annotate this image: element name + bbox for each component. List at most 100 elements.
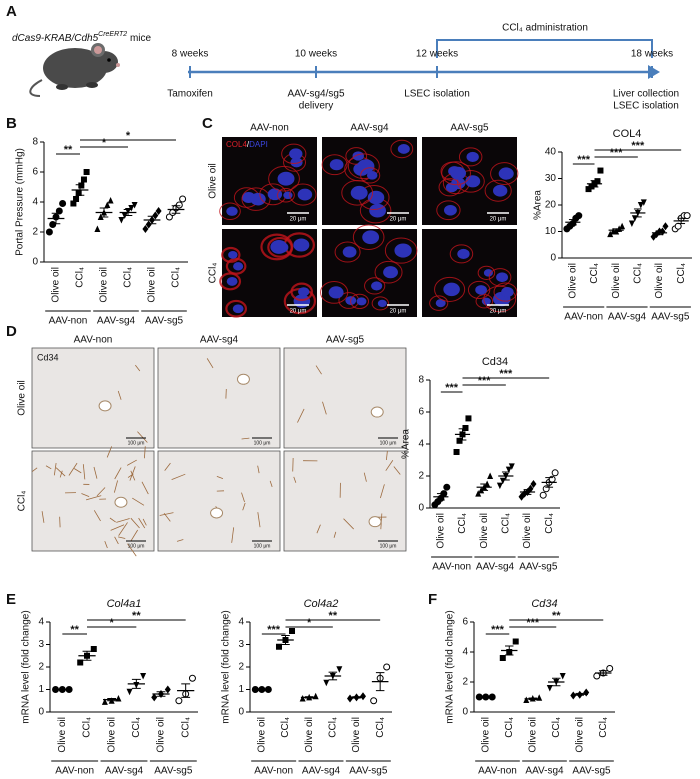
data-point: [188, 674, 196, 682]
cell-outline: [484, 179, 512, 202]
x-tick-label: Olive oil: [479, 513, 490, 549]
cell-outline: [436, 200, 461, 221]
group-label: AAV-sg4: [105, 766, 144, 777]
data-point: [49, 221, 57, 228]
stain-streak: [85, 495, 102, 501]
y-axis-label: %Area: [533, 190, 544, 220]
micrograph: 20 μm: [219, 137, 317, 225]
scale-label: 100 μm: [380, 543, 397, 549]
vessel: [210, 507, 224, 519]
nucleus: [483, 269, 493, 277]
panel-letter: C: [202, 115, 213, 132]
micrograph: 20 μm: [219, 229, 317, 318]
stain-streak: [231, 527, 235, 543]
x-tick-label: CCl₄: [551, 717, 562, 738]
cell-outline: [347, 153, 380, 180]
significance-label: ***: [478, 375, 492, 387]
nucleus: [366, 171, 378, 180]
cell-outline: [371, 296, 389, 311]
error-bar: [599, 670, 608, 676]
stain-streak: [110, 524, 125, 531]
ihc-image: 100 μm: [283, 347, 407, 449]
cell-outline: [221, 246, 241, 263]
stain-streak: [135, 364, 141, 372]
nucleus: [298, 287, 310, 297]
title-part: CreERT2: [98, 31, 127, 38]
stain-streak: [293, 476, 297, 483]
data-point: [462, 425, 469, 431]
cell-outline: [374, 260, 403, 284]
data-point: [101, 698, 108, 705]
stain-streak: [257, 512, 261, 528]
data-point: [606, 665, 614, 672]
x-tick-label: Olive oil: [527, 717, 538, 753]
y-tick-label: 4: [418, 439, 424, 450]
cell-outline: [490, 162, 519, 185]
significance-label: ***: [267, 624, 281, 636]
data-point: [94, 225, 101, 232]
nucleus: [466, 151, 479, 162]
error-bar: [328, 671, 338, 681]
scale-label: 20 μm: [490, 217, 507, 223]
significance-label: ***: [610, 147, 624, 159]
y-tick-label: 6: [418, 407, 424, 418]
data-point: [559, 673, 566, 680]
stain-streak: [363, 472, 367, 482]
stain-streak: [127, 473, 134, 478]
row-label: Olive oil: [208, 163, 219, 199]
chart: 0 10 20 30 40 %Area COL4 Olive oil CCl₄ Olive oil…: [533, 128, 692, 323]
data-point: [142, 225, 149, 233]
stain-streak: [41, 511, 45, 523]
x-tick-label: Olive oil: [351, 717, 362, 753]
nucleus: [377, 299, 387, 308]
stain-part: DAPI: [249, 140, 268, 149]
cell-outline: [488, 268, 512, 287]
stain-streak: [114, 536, 119, 545]
y-axis-label: %Area: [401, 429, 412, 459]
vessel: [114, 496, 128, 508]
data-point: [145, 220, 152, 229]
data-point: [299, 695, 306, 702]
nucleus: [226, 206, 238, 216]
data-point: [55, 207, 63, 215]
y-tick-label: 2: [32, 227, 38, 238]
y-tick-label: 8: [418, 375, 424, 386]
x-tick-label: CCl₄: [171, 267, 182, 288]
data-point: [530, 480, 537, 488]
x-tick-label: CCl₄: [676, 263, 687, 284]
y-tick-label: 2: [238, 662, 244, 673]
timepoint-label: 10 weeks: [295, 49, 337, 60]
nucleus: [435, 299, 446, 308]
stain-streak: [241, 437, 250, 440]
data-point: [683, 212, 691, 220]
micrograph: 20 μm: [321, 137, 417, 225]
data-point: [508, 463, 515, 470]
stain-streak: [176, 539, 184, 542]
y-tick-label: 20: [545, 200, 557, 211]
data-point: [175, 697, 183, 705]
error-bar: [131, 678, 141, 689]
stain-streak: [385, 460, 394, 471]
y-axis-label: mRNA level (fold change): [445, 610, 456, 723]
stain-streak: [127, 543, 137, 557]
data-point: [551, 469, 559, 477]
nucleus: [397, 144, 410, 154]
stain-streak: [109, 517, 116, 523]
error-bar: [575, 692, 584, 696]
nucleus: [232, 304, 244, 314]
data-point: [289, 628, 296, 634]
micrograph: 20 μm: [320, 224, 418, 317]
x-tick-label: Olive oil: [99, 267, 110, 303]
y-tick-label: 4: [32, 197, 38, 208]
nucleus: [457, 248, 470, 259]
ihc-bg: [283, 347, 407, 449]
significance-label: ***: [499, 368, 513, 380]
ihc-image: 100 μm: [31, 347, 155, 449]
cell-outline: [384, 237, 418, 264]
row-label: CCl₄: [208, 263, 219, 284]
data-point: [593, 672, 601, 680]
data-point: [674, 222, 682, 230]
error-bar: [304, 696, 314, 699]
stain-streak: [242, 502, 246, 511]
